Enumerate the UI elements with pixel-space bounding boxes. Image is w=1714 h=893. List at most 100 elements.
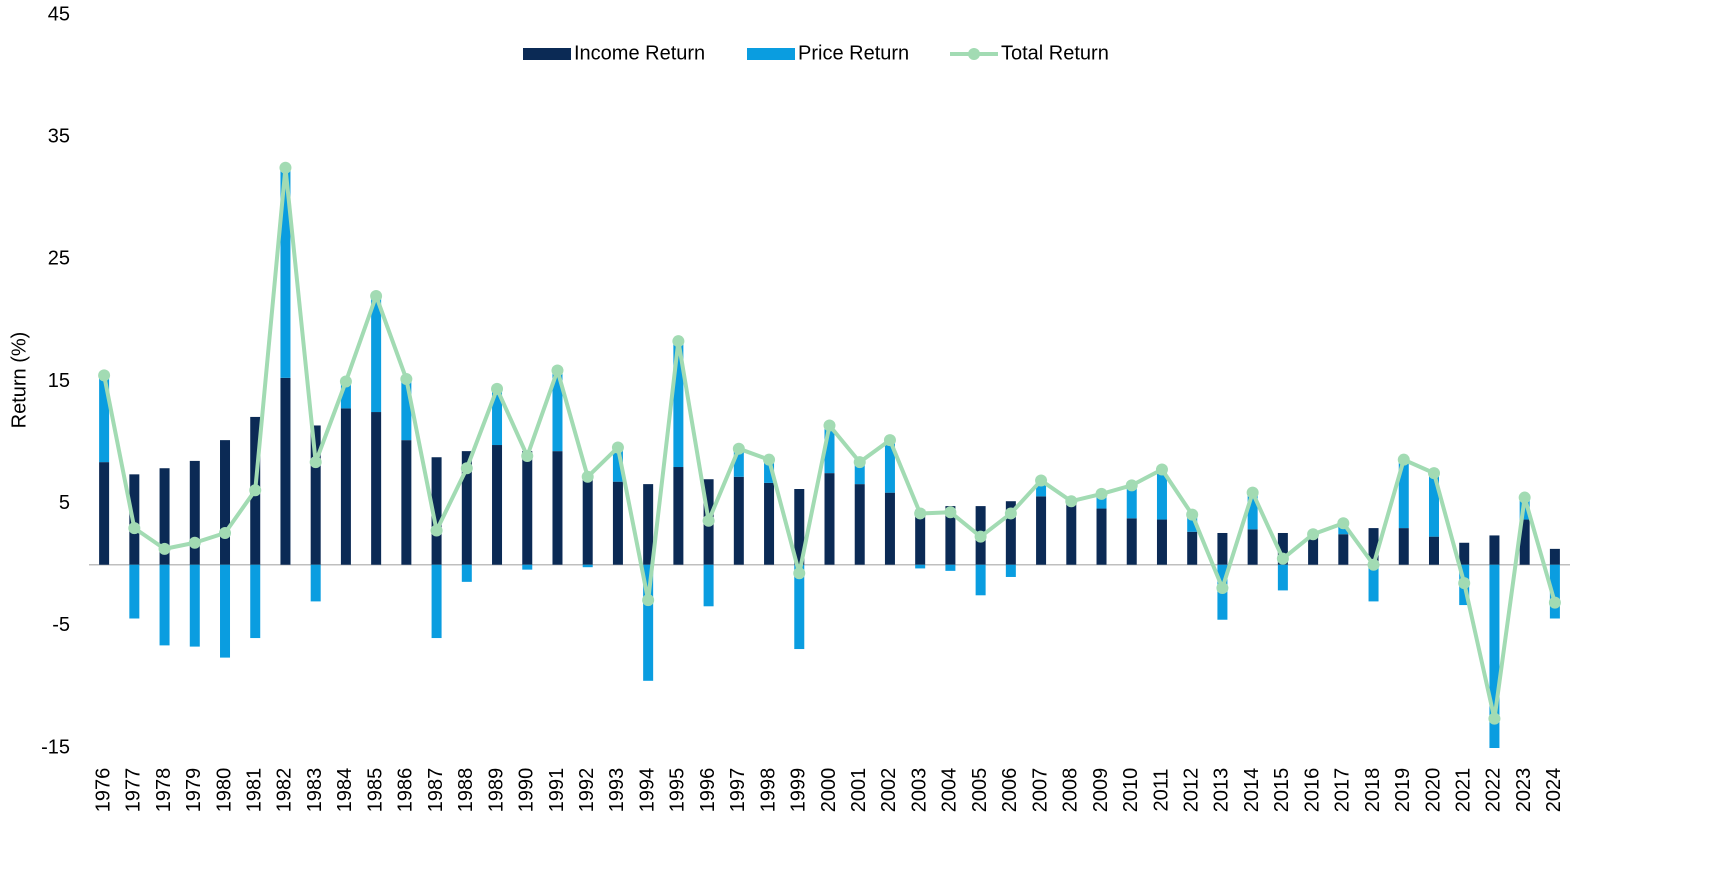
bar bbox=[1519, 519, 1530, 565]
x-tick-label: 1997 bbox=[727, 768, 749, 813]
bar bbox=[189, 460, 200, 565]
bar bbox=[582, 474, 593, 565]
x-tick-label: 2005 bbox=[969, 768, 991, 813]
x-tick-label: 2014 bbox=[1241, 768, 1263, 813]
line-marker bbox=[1518, 491, 1531, 504]
bar bbox=[1549, 548, 1560, 565]
line-marker bbox=[1095, 487, 1108, 500]
x-tick-label: 2008 bbox=[1060, 768, 1082, 813]
bar bbox=[522, 564, 533, 570]
bar bbox=[764, 482, 775, 565]
bar bbox=[1126, 518, 1137, 565]
bar bbox=[1247, 492, 1258, 530]
bar bbox=[1338, 534, 1349, 565]
line-marker bbox=[1155, 463, 1168, 476]
x-tick-label: 2003 bbox=[908, 768, 930, 813]
bar bbox=[945, 564, 956, 571]
bar bbox=[673, 341, 684, 468]
bar bbox=[1156, 469, 1167, 520]
x-tick-label: 2015 bbox=[1271, 768, 1293, 813]
bar bbox=[673, 467, 684, 565]
bar bbox=[371, 295, 382, 413]
bar bbox=[159, 564, 170, 646]
line-marker bbox=[1035, 474, 1048, 487]
bar bbox=[129, 564, 140, 619]
bar bbox=[1036, 480, 1047, 497]
line-marker bbox=[309, 456, 322, 469]
x-tick-label: 2013 bbox=[1211, 768, 1233, 813]
bar bbox=[884, 492, 895, 565]
line-marker bbox=[1548, 596, 1561, 609]
x-tick-label: 1987 bbox=[425, 768, 447, 813]
line-marker bbox=[1276, 552, 1289, 565]
line-marker bbox=[1397, 453, 1410, 466]
line-marker bbox=[1458, 577, 1471, 590]
x-tick-label: 1999 bbox=[788, 768, 810, 813]
bar bbox=[401, 379, 412, 441]
bar bbox=[1096, 508, 1107, 565]
legend-swatch bbox=[523, 48, 571, 60]
line-marker bbox=[1216, 581, 1229, 594]
x-tick-label: 2001 bbox=[848, 768, 870, 813]
x-tick-label: 1993 bbox=[606, 768, 628, 813]
bar bbox=[99, 462, 110, 565]
x-tick-label: 1978 bbox=[153, 768, 175, 813]
bar bbox=[159, 468, 170, 565]
line-marker bbox=[914, 507, 927, 520]
line-marker bbox=[1246, 486, 1259, 499]
bar bbox=[764, 459, 775, 483]
bar bbox=[522, 451, 533, 565]
bar bbox=[703, 564, 714, 607]
line-marker bbox=[219, 526, 232, 539]
x-tick-label: 2016 bbox=[1301, 768, 1323, 813]
bar bbox=[1217, 532, 1228, 565]
bar bbox=[280, 167, 291, 378]
x-tick-label: 2007 bbox=[1029, 768, 1051, 813]
bar bbox=[915, 509, 926, 565]
bar bbox=[492, 388, 503, 446]
line-marker bbox=[793, 567, 806, 580]
x-tick-label: 2017 bbox=[1332, 768, 1354, 813]
line-marker bbox=[279, 161, 292, 174]
line-marker bbox=[128, 522, 141, 535]
bar bbox=[1489, 564, 1500, 748]
bar bbox=[1096, 493, 1107, 509]
y-tick-label: 15 bbox=[48, 370, 70, 392]
x-tick-label: 2006 bbox=[999, 768, 1021, 813]
bar bbox=[975, 564, 986, 596]
x-tick-label: 1988 bbox=[455, 768, 477, 813]
bar bbox=[1187, 514, 1198, 532]
line-marker bbox=[1337, 517, 1350, 530]
x-tick-label: 2018 bbox=[1362, 768, 1384, 813]
line-marker bbox=[400, 373, 413, 386]
bar bbox=[1156, 519, 1167, 565]
bar bbox=[99, 375, 110, 463]
line-marker bbox=[581, 470, 594, 483]
bar bbox=[220, 564, 231, 658]
bar bbox=[794, 564, 805, 650]
line-marker bbox=[1125, 479, 1138, 492]
bar bbox=[884, 440, 895, 493]
bar bbox=[824, 425, 835, 474]
y-tick-label: -15 bbox=[41, 736, 70, 758]
x-tick-label: 1981 bbox=[244, 768, 266, 813]
line-marker bbox=[188, 536, 201, 549]
line-marker bbox=[1004, 507, 1017, 520]
x-tick-label: 2002 bbox=[878, 768, 900, 813]
x-tick-label: 1998 bbox=[757, 768, 779, 813]
line-marker bbox=[98, 369, 111, 382]
bar bbox=[1277, 532, 1288, 565]
bar bbox=[733, 448, 744, 477]
x-tick-label: 2024 bbox=[1543, 768, 1565, 813]
bar bbox=[1368, 528, 1379, 565]
bar bbox=[1277, 564, 1288, 591]
x-tick-label: 1984 bbox=[334, 768, 356, 813]
line-marker bbox=[1065, 495, 1078, 508]
line-marker bbox=[460, 462, 473, 475]
bar bbox=[1398, 528, 1409, 565]
bar bbox=[1489, 535, 1500, 565]
line-marker bbox=[823, 419, 836, 432]
line-marker bbox=[339, 375, 352, 388]
x-tick-label: 1991 bbox=[546, 768, 568, 813]
